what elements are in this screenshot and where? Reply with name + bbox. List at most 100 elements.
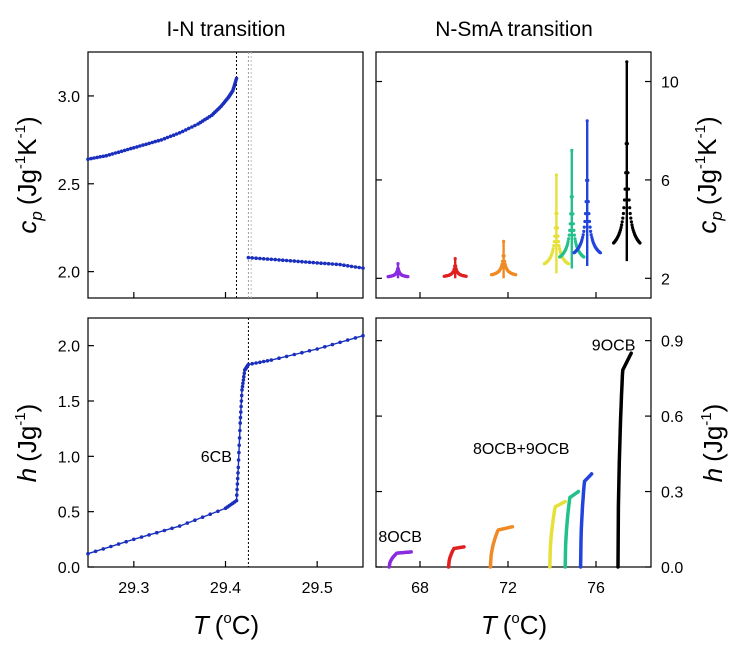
data-point (311, 260, 316, 265)
data-point (345, 264, 350, 268)
data-point (556, 240, 561, 244)
data-point (86, 551, 90, 556)
data-point (95, 155, 99, 160)
data-point (349, 264, 354, 269)
data-point (184, 128, 188, 132)
data-point (627, 198, 631, 202)
panel-frame-in-h (87, 317, 364, 568)
data-point (589, 229, 593, 233)
enthalpy-curve (488, 525, 515, 569)
data-point (153, 139, 157, 144)
enthalpy-curve (387, 550, 413, 569)
data-point (292, 352, 297, 357)
data-point (174, 132, 179, 136)
data-point (258, 360, 262, 365)
data-point (132, 537, 136, 542)
data-point (568, 228, 572, 232)
series-line (87, 78, 238, 160)
ytick-label: 10 (661, 75, 679, 92)
data-point (241, 378, 246, 382)
data-point (101, 547, 106, 551)
data-point (122, 148, 127, 153)
data-point (239, 410, 243, 414)
ytick-label: 2.5 (58, 177, 80, 194)
data-point (254, 361, 258, 365)
xtick-label: 68 (411, 580, 429, 597)
data-point (193, 123, 197, 128)
data-point (116, 150, 121, 154)
data-point (361, 333, 365, 338)
data-point (284, 354, 289, 359)
enthalpy-curve (563, 489, 581, 569)
data-point (630, 223, 634, 227)
data-point (124, 539, 128, 544)
data-point (238, 415, 243, 420)
data-point (242, 374, 246, 379)
data-point (300, 350, 304, 355)
data-point (619, 225, 623, 230)
data-point (237, 436, 242, 440)
data-point (236, 465, 241, 470)
ylabel-nsma-cp: cp(Jg-1K-1) (692, 116, 726, 233)
data-point (200, 515, 205, 519)
data-point (622, 206, 626, 210)
data-point (239, 404, 243, 409)
plot-in-h: 0.0 0.5 1.0 1.5 2.0 29.3 29.4 29.5 6CB (58, 318, 365, 597)
data-point (338, 340, 342, 345)
data-point (147, 533, 151, 537)
data-point (620, 220, 624, 224)
data-point (135, 145, 139, 149)
data-point (567, 237, 571, 241)
data-point (269, 358, 274, 362)
data-point (307, 260, 312, 265)
data-point (573, 237, 577, 241)
ytick-label: 1.0 (58, 449, 80, 466)
data-point (319, 261, 323, 266)
data-point (334, 262, 339, 267)
data-point (258, 256, 262, 261)
xlabel-nsma-h: T (oC) (481, 610, 547, 640)
data-point (177, 524, 182, 528)
ytick-label: 0.9 (661, 334, 683, 351)
data-point (101, 154, 106, 159)
data-point (150, 140, 154, 145)
data-point (296, 259, 300, 264)
data-point (254, 256, 258, 261)
data-point (237, 450, 241, 455)
ytick-label: 0.6 (661, 409, 683, 426)
plot-nsma-h: 0.0 0.3 0.6 0.9 68 72 76 8OCB 8OCB+9OCB 9OCB (376, 334, 683, 597)
enthalpy-curve (578, 472, 594, 569)
data-point (238, 428, 242, 433)
plot-in-cp: 2.0 2.5 3.0 (58, 52, 365, 298)
data-point (239, 399, 244, 403)
data-point (250, 256, 254, 260)
data-point (303, 260, 308, 264)
data-point (620, 223, 624, 227)
data-point (165, 135, 170, 140)
data-point (177, 131, 182, 135)
data-point (621, 211, 626, 216)
xtick-label: 76 (587, 580, 605, 597)
data-point (109, 544, 113, 549)
data-point (187, 126, 191, 131)
data-point (300, 259, 304, 264)
xlabel-in-h: T (oC) (193, 610, 259, 640)
data-point (315, 261, 320, 265)
data-point (557, 244, 561, 248)
ytick-label: 1.5 (58, 394, 80, 411)
panel-frame-nsma-cp (375, 51, 652, 299)
data-point (240, 388, 244, 392)
data-point (265, 257, 270, 261)
data-point (162, 136, 167, 141)
data-point (138, 144, 142, 148)
data-point (159, 138, 164, 142)
sample-label: 9OCB (592, 338, 636, 355)
data-point (144, 142, 148, 147)
data-point (141, 143, 145, 147)
data-point (567, 233, 571, 237)
xtick-label: 29.4 (210, 580, 241, 597)
data-point (92, 156, 96, 160)
data-point (119, 149, 124, 154)
data-point (464, 274, 468, 278)
data-point (236, 458, 241, 462)
